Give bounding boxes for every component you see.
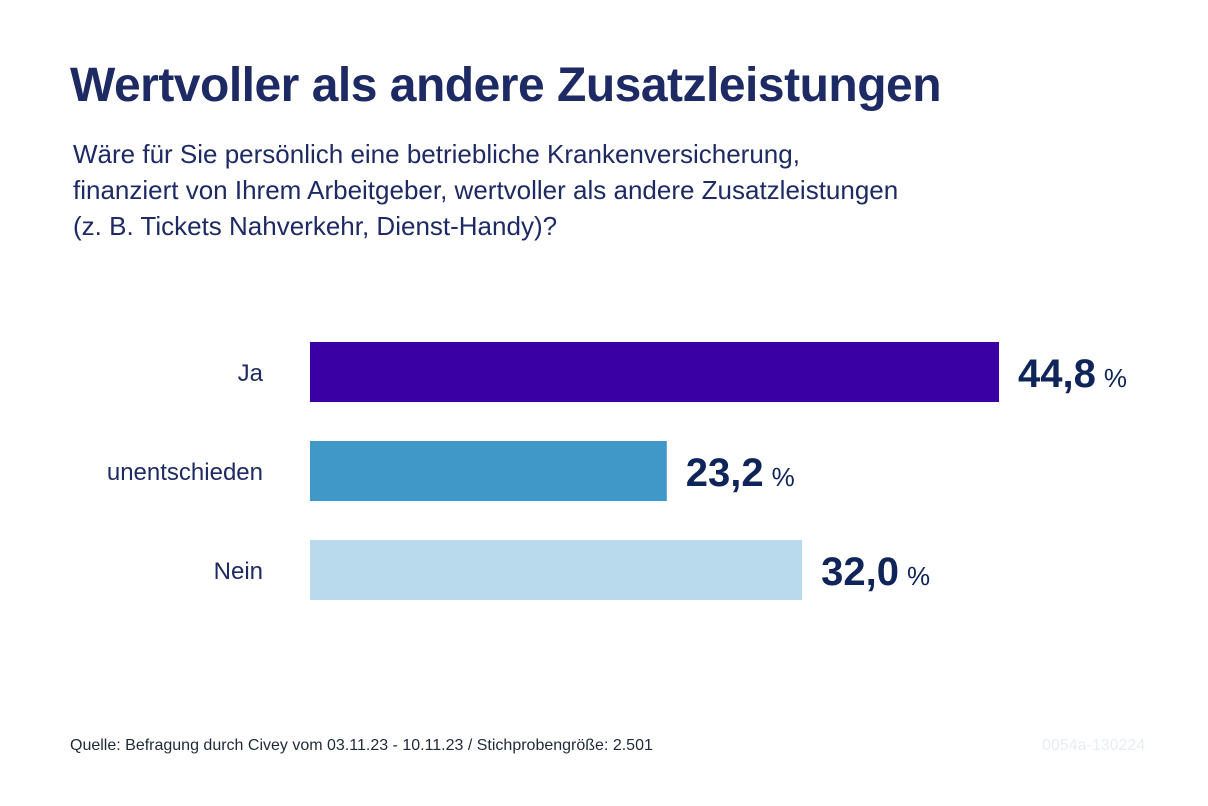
chart-code: 0054a-130224 [1042,737,1146,754]
bar-nein [310,540,803,600]
bar-unentschieden [310,441,667,501]
value-unit-ja: % [1104,363,1127,393]
value-unit-nein: % [907,561,930,591]
value-number-unentschieden: 23,2 [686,451,764,495]
bar-chart: Ja 44,8 % unentschieden 23,2 % Nein 32,0% [107,342,1127,600]
value-label-ja: 44,8% [1018,352,1127,396]
value-label-unentschieden: 23,2% [686,451,795,495]
value-unit-unentschieden: % [772,462,795,492]
question-line-1: Wäre für Sie persönlich eine betrieblich… [73,139,800,169]
value-number-ja: 44,8 [1018,352,1096,396]
bar-ja [310,342,999,402]
chart-title: Wertvoller als andere Zusatzleistungen [70,59,942,112]
value-label-nein: 32,0% [821,550,930,594]
source-note: Quelle: Befragung durch Civey vom 03.11.… [70,737,653,754]
category-label-ja: Ja [238,360,264,387]
category-label-unentschieden: unentschieden [107,459,263,486]
question-line-2: finanziert von Ihrem Arbeitgeber, wertvo… [73,175,899,205]
chart-question: Wäre für Sie persönlich eine betrieblich… [73,136,1073,244]
value-number-nein: 32,0 [821,550,899,594]
question-line-3: (z. B. Tickets Nahverkehr, Dienst-Handy)… [73,211,558,241]
category-label-nein: Nein [214,558,263,585]
